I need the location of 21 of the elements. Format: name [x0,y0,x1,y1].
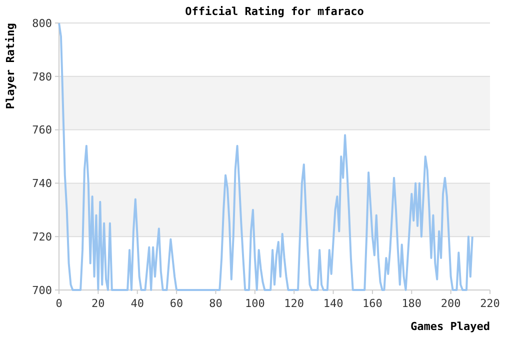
x-tick-label: 60 [170,297,184,310]
y-axis-title: Player Rating [4,23,17,110]
y-tick-label: 740 [32,177,52,190]
y-tick-label: 720 [32,230,52,244]
x-tick-label: 120 [284,297,304,310]
x-tick-label: 140 [323,297,344,310]
y-tick-label: 700 [32,284,52,297]
y-tick-label: 760 [32,124,52,137]
x-axis-title: Games Played [410,320,490,333]
x-tick-label: 0 [56,297,62,310]
x-tick-label: 220 [480,297,500,310]
x-tick-label: 20 [92,297,105,310]
x-tick-label: 180 [402,297,422,310]
y-tick-label: 800 [32,16,52,30]
x-tick-label: 160 [362,297,382,310]
y-tick-label: 780 [32,70,52,84]
chart-title: Official Rating for mfaraco [185,5,364,18]
x-tick-label: 80 [209,297,222,310]
x-tick-label: 200 [440,297,461,310]
x-tick-label: 100 [244,297,265,310]
x-tick-label: 40 [130,297,144,310]
